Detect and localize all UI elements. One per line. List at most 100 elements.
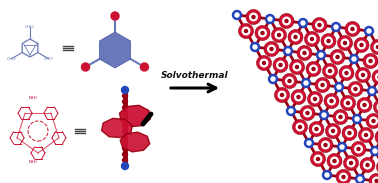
Circle shape: [277, 33, 280, 36]
Polygon shape: [276, 61, 285, 70]
Polygon shape: [327, 154, 342, 169]
Polygon shape: [282, 74, 297, 89]
Circle shape: [286, 49, 290, 53]
Polygon shape: [345, 128, 354, 137]
Circle shape: [315, 128, 318, 130]
Polygon shape: [306, 61, 321, 76]
Circle shape: [310, 38, 313, 40]
Polygon shape: [342, 126, 357, 141]
Polygon shape: [102, 118, 132, 138]
Circle shape: [352, 57, 356, 61]
Polygon shape: [336, 113, 345, 122]
Polygon shape: [336, 169, 351, 183]
Polygon shape: [300, 48, 309, 57]
Polygon shape: [348, 81, 363, 96]
Polygon shape: [257, 55, 271, 70]
Ellipse shape: [122, 152, 127, 156]
Circle shape: [355, 117, 359, 121]
Polygon shape: [358, 70, 367, 79]
Polygon shape: [363, 160, 372, 169]
Circle shape: [316, 51, 325, 59]
Circle shape: [364, 134, 367, 137]
Polygon shape: [264, 42, 279, 57]
Circle shape: [373, 149, 377, 153]
Polygon shape: [246, 10, 261, 25]
Polygon shape: [328, 126, 338, 135]
Polygon shape: [345, 21, 360, 36]
Circle shape: [355, 175, 364, 183]
Polygon shape: [375, 72, 378, 81]
Polygon shape: [339, 173, 348, 182]
Circle shape: [313, 98, 316, 100]
Polygon shape: [321, 141, 330, 150]
Circle shape: [354, 87, 357, 91]
Polygon shape: [313, 154, 322, 163]
Circle shape: [121, 163, 129, 169]
Polygon shape: [310, 94, 319, 104]
Polygon shape: [297, 46, 312, 61]
Circle shape: [363, 104, 366, 107]
Polygon shape: [360, 100, 369, 109]
Polygon shape: [120, 132, 150, 152]
Circle shape: [360, 44, 363, 46]
Polygon shape: [315, 77, 330, 92]
Circle shape: [353, 115, 361, 124]
Polygon shape: [333, 53, 342, 61]
Ellipse shape: [122, 94, 127, 98]
Polygon shape: [351, 85, 360, 94]
Polygon shape: [293, 119, 307, 135]
Circle shape: [367, 29, 371, 33]
Circle shape: [285, 20, 288, 23]
Ellipse shape: [122, 158, 127, 162]
Text: CHO: CHO: [7, 57, 17, 61]
Circle shape: [345, 72, 348, 74]
Polygon shape: [290, 59, 305, 74]
Circle shape: [284, 46, 293, 55]
Circle shape: [335, 83, 344, 92]
Polygon shape: [370, 40, 378, 55]
Polygon shape: [260, 59, 268, 68]
Ellipse shape: [122, 106, 127, 110]
Circle shape: [321, 83, 324, 87]
Polygon shape: [277, 91, 287, 100]
Polygon shape: [294, 92, 303, 102]
Polygon shape: [344, 156, 358, 171]
Circle shape: [280, 94, 284, 96]
Circle shape: [270, 48, 273, 51]
Circle shape: [253, 45, 257, 49]
Polygon shape: [293, 63, 302, 72]
Circle shape: [358, 177, 362, 181]
Polygon shape: [291, 89, 306, 104]
Polygon shape: [325, 124, 341, 139]
Circle shape: [370, 147, 378, 156]
Circle shape: [364, 27, 373, 36]
Polygon shape: [372, 176, 378, 183]
Circle shape: [261, 31, 264, 35]
Polygon shape: [271, 27, 287, 42]
Text: CHO: CHO: [25, 25, 35, 29]
Polygon shape: [373, 100, 378, 115]
Polygon shape: [327, 96, 336, 106]
Polygon shape: [342, 68, 351, 77]
Circle shape: [333, 160, 336, 163]
Ellipse shape: [122, 141, 127, 145]
Polygon shape: [303, 109, 312, 117]
Polygon shape: [239, 23, 254, 38]
Polygon shape: [285, 76, 294, 85]
Polygon shape: [373, 42, 378, 51]
Polygon shape: [312, 124, 321, 134]
Circle shape: [299, 126, 302, 128]
Circle shape: [319, 111, 328, 119]
Ellipse shape: [122, 164, 127, 168]
Circle shape: [301, 21, 305, 25]
Circle shape: [141, 63, 149, 71]
Polygon shape: [99, 32, 130, 68]
Circle shape: [305, 139, 313, 147]
Polygon shape: [339, 66, 354, 81]
Circle shape: [299, 18, 307, 27]
Circle shape: [348, 132, 351, 135]
Polygon shape: [255, 25, 270, 40]
Circle shape: [347, 102, 350, 104]
Circle shape: [337, 85, 341, 89]
Polygon shape: [338, 36, 353, 51]
